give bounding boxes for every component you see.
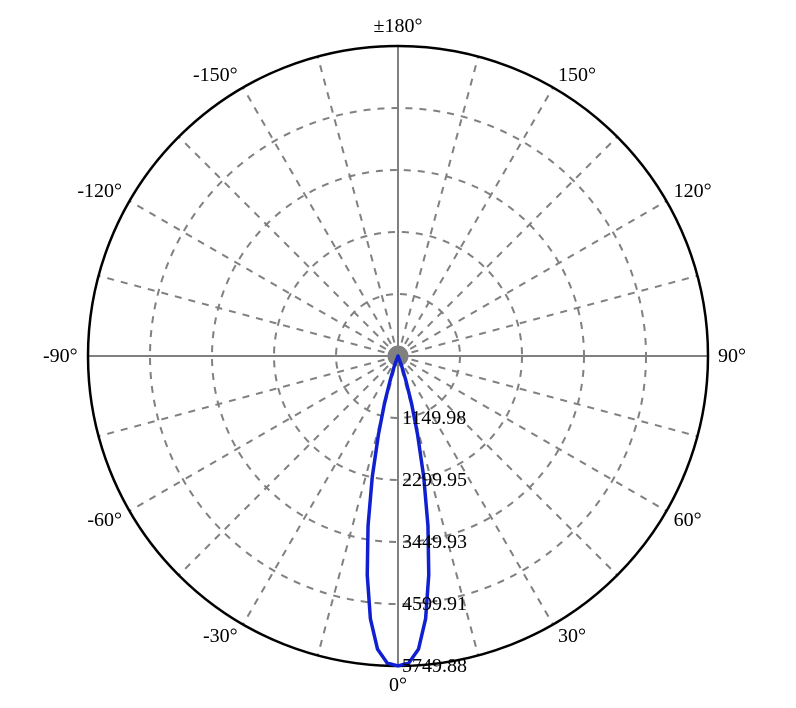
polar-chart-svg xyxy=(0,0,796,708)
polar-chart: 0°30°60°90°120°150°±180°-150°-120°-90°-6… xyxy=(0,0,796,708)
